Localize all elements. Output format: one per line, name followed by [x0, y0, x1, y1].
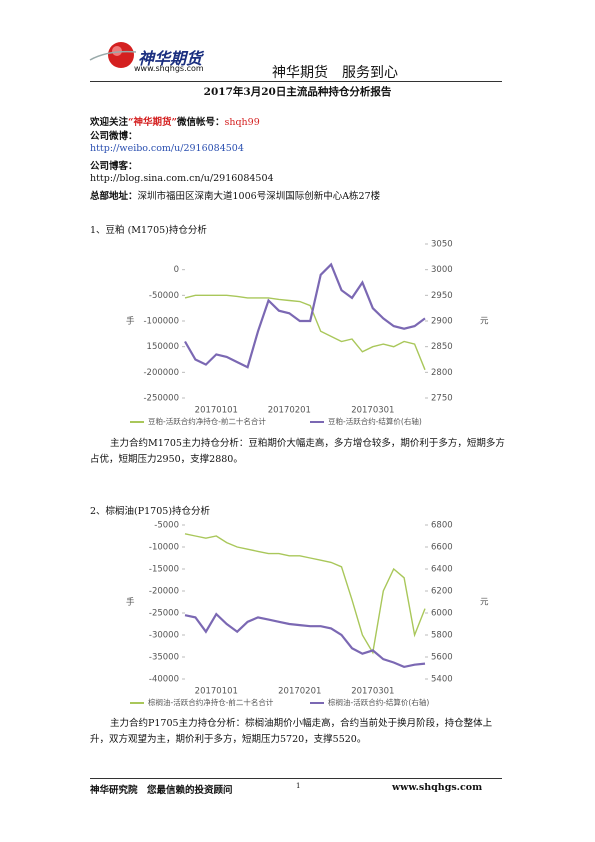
- tick-label: 2800: [431, 368, 453, 378]
- tick-label: 6800: [431, 521, 453, 531]
- text: 欢迎关注: [90, 117, 129, 128]
- tick-label: 5400: [431, 675, 453, 685]
- logo-name: 神华期货: [138, 49, 203, 68]
- footer-left: 神华研究院 您最信赖的投资顾问: [90, 785, 233, 796]
- x-tick-label: 20170201: [278, 687, 321, 697]
- chart: -5000 -10000 -15000 -20000 -25000 -30000 -3500…: [126, 521, 489, 708]
- x-tick-label: 20170101: [195, 406, 238, 416]
- address-line: 总部地址：深圳市福田区深南大道1006号深圳国际创新中心A栋27楼: [90, 188, 380, 202]
- tick-label: -20000: [149, 587, 179, 597]
- x-tick-label: 20170301: [351, 687, 394, 697]
- slogan: 神华期货 服务到心: [272, 65, 398, 81]
- tick-label: 3000: [431, 265, 453, 275]
- x-tick-label: 20170301: [351, 406, 394, 416]
- y-axis-label: 手: [126, 316, 135, 327]
- tick-label: -30000: [149, 631, 179, 641]
- report-title: 2017年3月20日主流品种持仓分析报告: [203, 86, 392, 98]
- page-number: 1: [296, 782, 301, 790]
- weibo-label: 公司微博：: [90, 131, 138, 142]
- tick-label: 5600: [431, 653, 453, 663]
- y-axis-label: 手: [126, 597, 135, 608]
- tick-label: 150000: [147, 342, 179, 352]
- y2-axis-label: 元: [480, 598, 489, 608]
- x-tick-label: 20170201: [268, 406, 311, 416]
- analysis: 主力合约M1705主力持仓分析：豆粕期价大幅走高，多方增仓较多，期价利于多方，短…: [90, 438, 505, 465]
- tick-label: -10000: [149, 543, 179, 553]
- y2-axis-label: 元: [480, 317, 489, 327]
- series-line: [184, 294, 426, 371]
- tick-label: 2750: [431, 394, 453, 404]
- blog-label: 公司博客：: [90, 161, 138, 172]
- tick-label: -25000: [149, 609, 179, 619]
- tick-label: -15000: [149, 565, 179, 575]
- tick-label: 6200: [431, 587, 453, 597]
- weibo-link[interactable]: http://weibo.com/u/2916084504: [90, 143, 244, 154]
- legend-label: 豆粕-活跃合约净持仓-前二十名合计: [148, 416, 266, 426]
- series-line: [184, 262, 426, 369]
- logo-icon: [89, 42, 137, 68]
- footer-rule: [90, 778, 502, 779]
- wechat-id: shqh99: [224, 117, 260, 128]
- tick-label: -5000: [154, 521, 179, 531]
- tick-label: 6000: [431, 609, 453, 619]
- x-tick-label: 20170101: [195, 687, 238, 697]
- tick-label: -200000: [143, 368, 179, 378]
- tick-label: -50000: [149, 291, 179, 301]
- tick-label: 5800: [431, 631, 453, 641]
- section-heading: 1、豆粕 (M1705)持仓分析: [90, 225, 207, 236]
- tick-label: -40000: [149, 675, 179, 685]
- legend-label: 豆粕-活跃合约-结算价(右轴): [328, 416, 422, 426]
- section-heading: 2、棕榈油(P1705)持仓分析: [90, 506, 211, 517]
- logo-url: www.shqhgs.com: [134, 64, 204, 73]
- address: 深圳市福田区深南大道1006号深圳国际创新中心A栋27楼: [137, 191, 381, 202]
- label: 微信帐号：: [176, 117, 225, 128]
- tick-label: 0: [174, 265, 179, 275]
- footer-right: www.shqhgs.com: [392, 782, 483, 793]
- tick-label: 2850: [431, 342, 453, 352]
- tick-label: 2900: [431, 317, 453, 327]
- series-line: [184, 533, 426, 655]
- wechat-line: 欢迎关注“神华期货”微信帐号：shqh99: [90, 114, 260, 128]
- series-line: [184, 612, 426, 669]
- tick-label: -250000: [143, 394, 179, 404]
- chart: 0 -50000 -100000 150000 -200000 -250000 3050 30…: [126, 240, 489, 427]
- label: 总部地址：: [90, 191, 138, 202]
- legend-label: 棕榈油-活跃合约-结算价(右轴): [328, 697, 429, 707]
- header-rule: [90, 81, 502, 82]
- tick-label: 3050: [431, 240, 453, 250]
- blog-url: http://blog.sina.com.cn/u/2916084504: [90, 173, 274, 184]
- tick-label: -100000: [143, 317, 179, 327]
- tick-label: 2950: [431, 291, 453, 301]
- tick-label: 6600: [431, 543, 453, 553]
- legend-label: 棕榈油-活跃合约净持仓-前二十名合计: [148, 697, 274, 707]
- analysis: 主力合约P1705主力持仓分析：棕榈油期价小幅走高，合约当前处于换月阶段，持仓整…: [90, 718, 493, 745]
- tick-label: 6400: [431, 565, 453, 575]
- brand: “神华期货”: [128, 117, 177, 128]
- tick-label: -35000: [149, 653, 179, 663]
